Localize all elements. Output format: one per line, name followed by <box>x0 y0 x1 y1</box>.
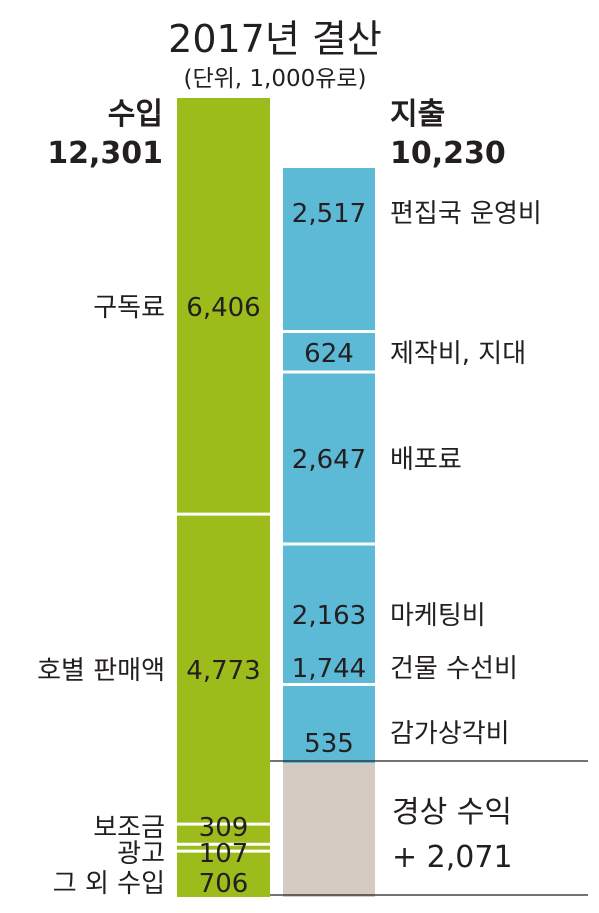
expense-value-label: 535 <box>304 729 354 759</box>
expense-value-label: 2,647 <box>292 445 366 475</box>
surplus-label: 경상 수익 <box>392 795 512 830</box>
expense-total: 10,230 <box>390 136 506 171</box>
income-value-label: 706 <box>199 869 249 899</box>
expense-value-label: 2,517 <box>292 199 366 229</box>
income-bar-segment <box>177 844 270 852</box>
income-label: 수입 <box>108 97 163 132</box>
income-value-label: 6,406 <box>186 293 260 323</box>
expense-category-label: 감가상각비 <box>390 719 510 749</box>
expense-category-label: 건물 수선비 <box>390 654 518 684</box>
surplus-value: + 2,071 <box>392 840 513 875</box>
chart-subtitle: (단위, 1,000유로) <box>183 66 366 92</box>
surplus-block: 경상 수익 + 2,071 <box>270 760 588 897</box>
income-bar-segment <box>177 514 270 825</box>
income-value-label: 309 <box>199 813 249 843</box>
income-value-label: 4,773 <box>186 656 260 686</box>
income-category-label: 보조금 <box>93 813 165 843</box>
income-value-label: 107 <box>199 839 249 869</box>
expense-category-label: 제작비, 지대 <box>390 339 526 369</box>
income-total: 12,301 <box>47 136 163 171</box>
expense-bar-segment <box>283 331 375 373</box>
expense-category-label: 편집국 운영비 <box>390 199 542 229</box>
income-category-label: 호별 판매액 <box>37 656 165 686</box>
expense-category-label: 마케팅비 <box>390 601 486 631</box>
income-bar-segment <box>177 98 270 515</box>
income-bar-segment <box>177 824 270 845</box>
income-category-label: 광고 <box>117 839 165 869</box>
expense-value-label: 624 <box>304 339 354 369</box>
chart-title: 2017년 결산 <box>168 17 382 61</box>
income-bar-segment <box>177 851 270 897</box>
expense-label: 지출 <box>390 97 445 132</box>
expense-bar-segment <box>283 168 375 332</box>
expense-category-label: 배포료 <box>390 445 462 475</box>
expense-value-label: 2,163 <box>292 601 366 631</box>
income-category-label: 그 외 수입 <box>53 869 165 899</box>
income-category-label: 구독료 <box>93 293 165 323</box>
expense-bar-segment <box>283 372 375 544</box>
income-column: 6,406 구독료 4,773 호별 판매액 309 보조금 107 광고 706 그 외 수입 <box>37 98 270 899</box>
expense-column: 2,517 편집국 운영비 624 제작비, 지대 2,647 배포료 2,163 마케팅비 1… <box>283 168 542 833</box>
surplus-bar <box>283 763 375 897</box>
expense-value-label: 1,744 <box>292 654 366 684</box>
expense-bar-segment <box>283 543 375 685</box>
